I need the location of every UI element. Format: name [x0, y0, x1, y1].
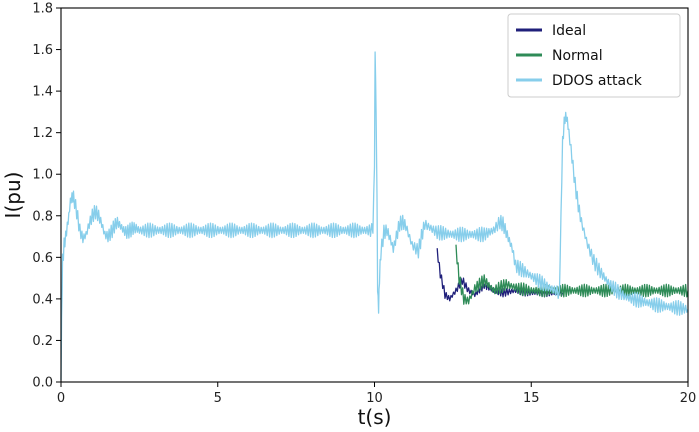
y-tick-label: 1.4 — [32, 85, 53, 100]
ticks-layer: 0 5 10 15 20 0.0 0.2 0.4 0.6 0.8 1.0 1.2 1.4 1.6 1.8 — [32, 2, 696, 407]
y-tick-label: 1.2 — [32, 126, 53, 141]
x-tick-label: 10 — [366, 391, 383, 406]
legend-label: DDOS attack — [552, 73, 643, 89]
y-tick-label: 0.0 — [32, 376, 53, 391]
x-tick-label: 5 — [214, 391, 222, 406]
x-tick-label: 0 — [57, 391, 65, 406]
y-tick-label: 0.2 — [32, 334, 53, 349]
series-line-normal — [455, 244, 689, 305]
legend: Ideal Normal DDOS attack — [507, 13, 681, 98]
series-layer — [60, 51, 689, 381]
series-line-ddos-attack — [60, 51, 689, 381]
y-tick-label: 1.0 — [32, 168, 53, 183]
y-tick-label: 1.8 — [32, 2, 53, 17]
y-tick-label: 1.6 — [32, 43, 53, 58]
y-tick-label: 0.6 — [32, 251, 53, 266]
legend-label: Normal — [552, 48, 603, 64]
legend-label: Ideal — [552, 23, 586, 39]
y-tick-label: 0.8 — [32, 209, 53, 224]
x-axis-label: t(s) — [358, 405, 392, 429]
x-tick-label: 20 — [680, 391, 697, 406]
y-tick-label: 0.4 — [32, 292, 53, 307]
x-tick-label: 15 — [523, 391, 540, 406]
legend-box — [507, 13, 681, 98]
y-axis-label: I(pu) — [1, 172, 25, 219]
